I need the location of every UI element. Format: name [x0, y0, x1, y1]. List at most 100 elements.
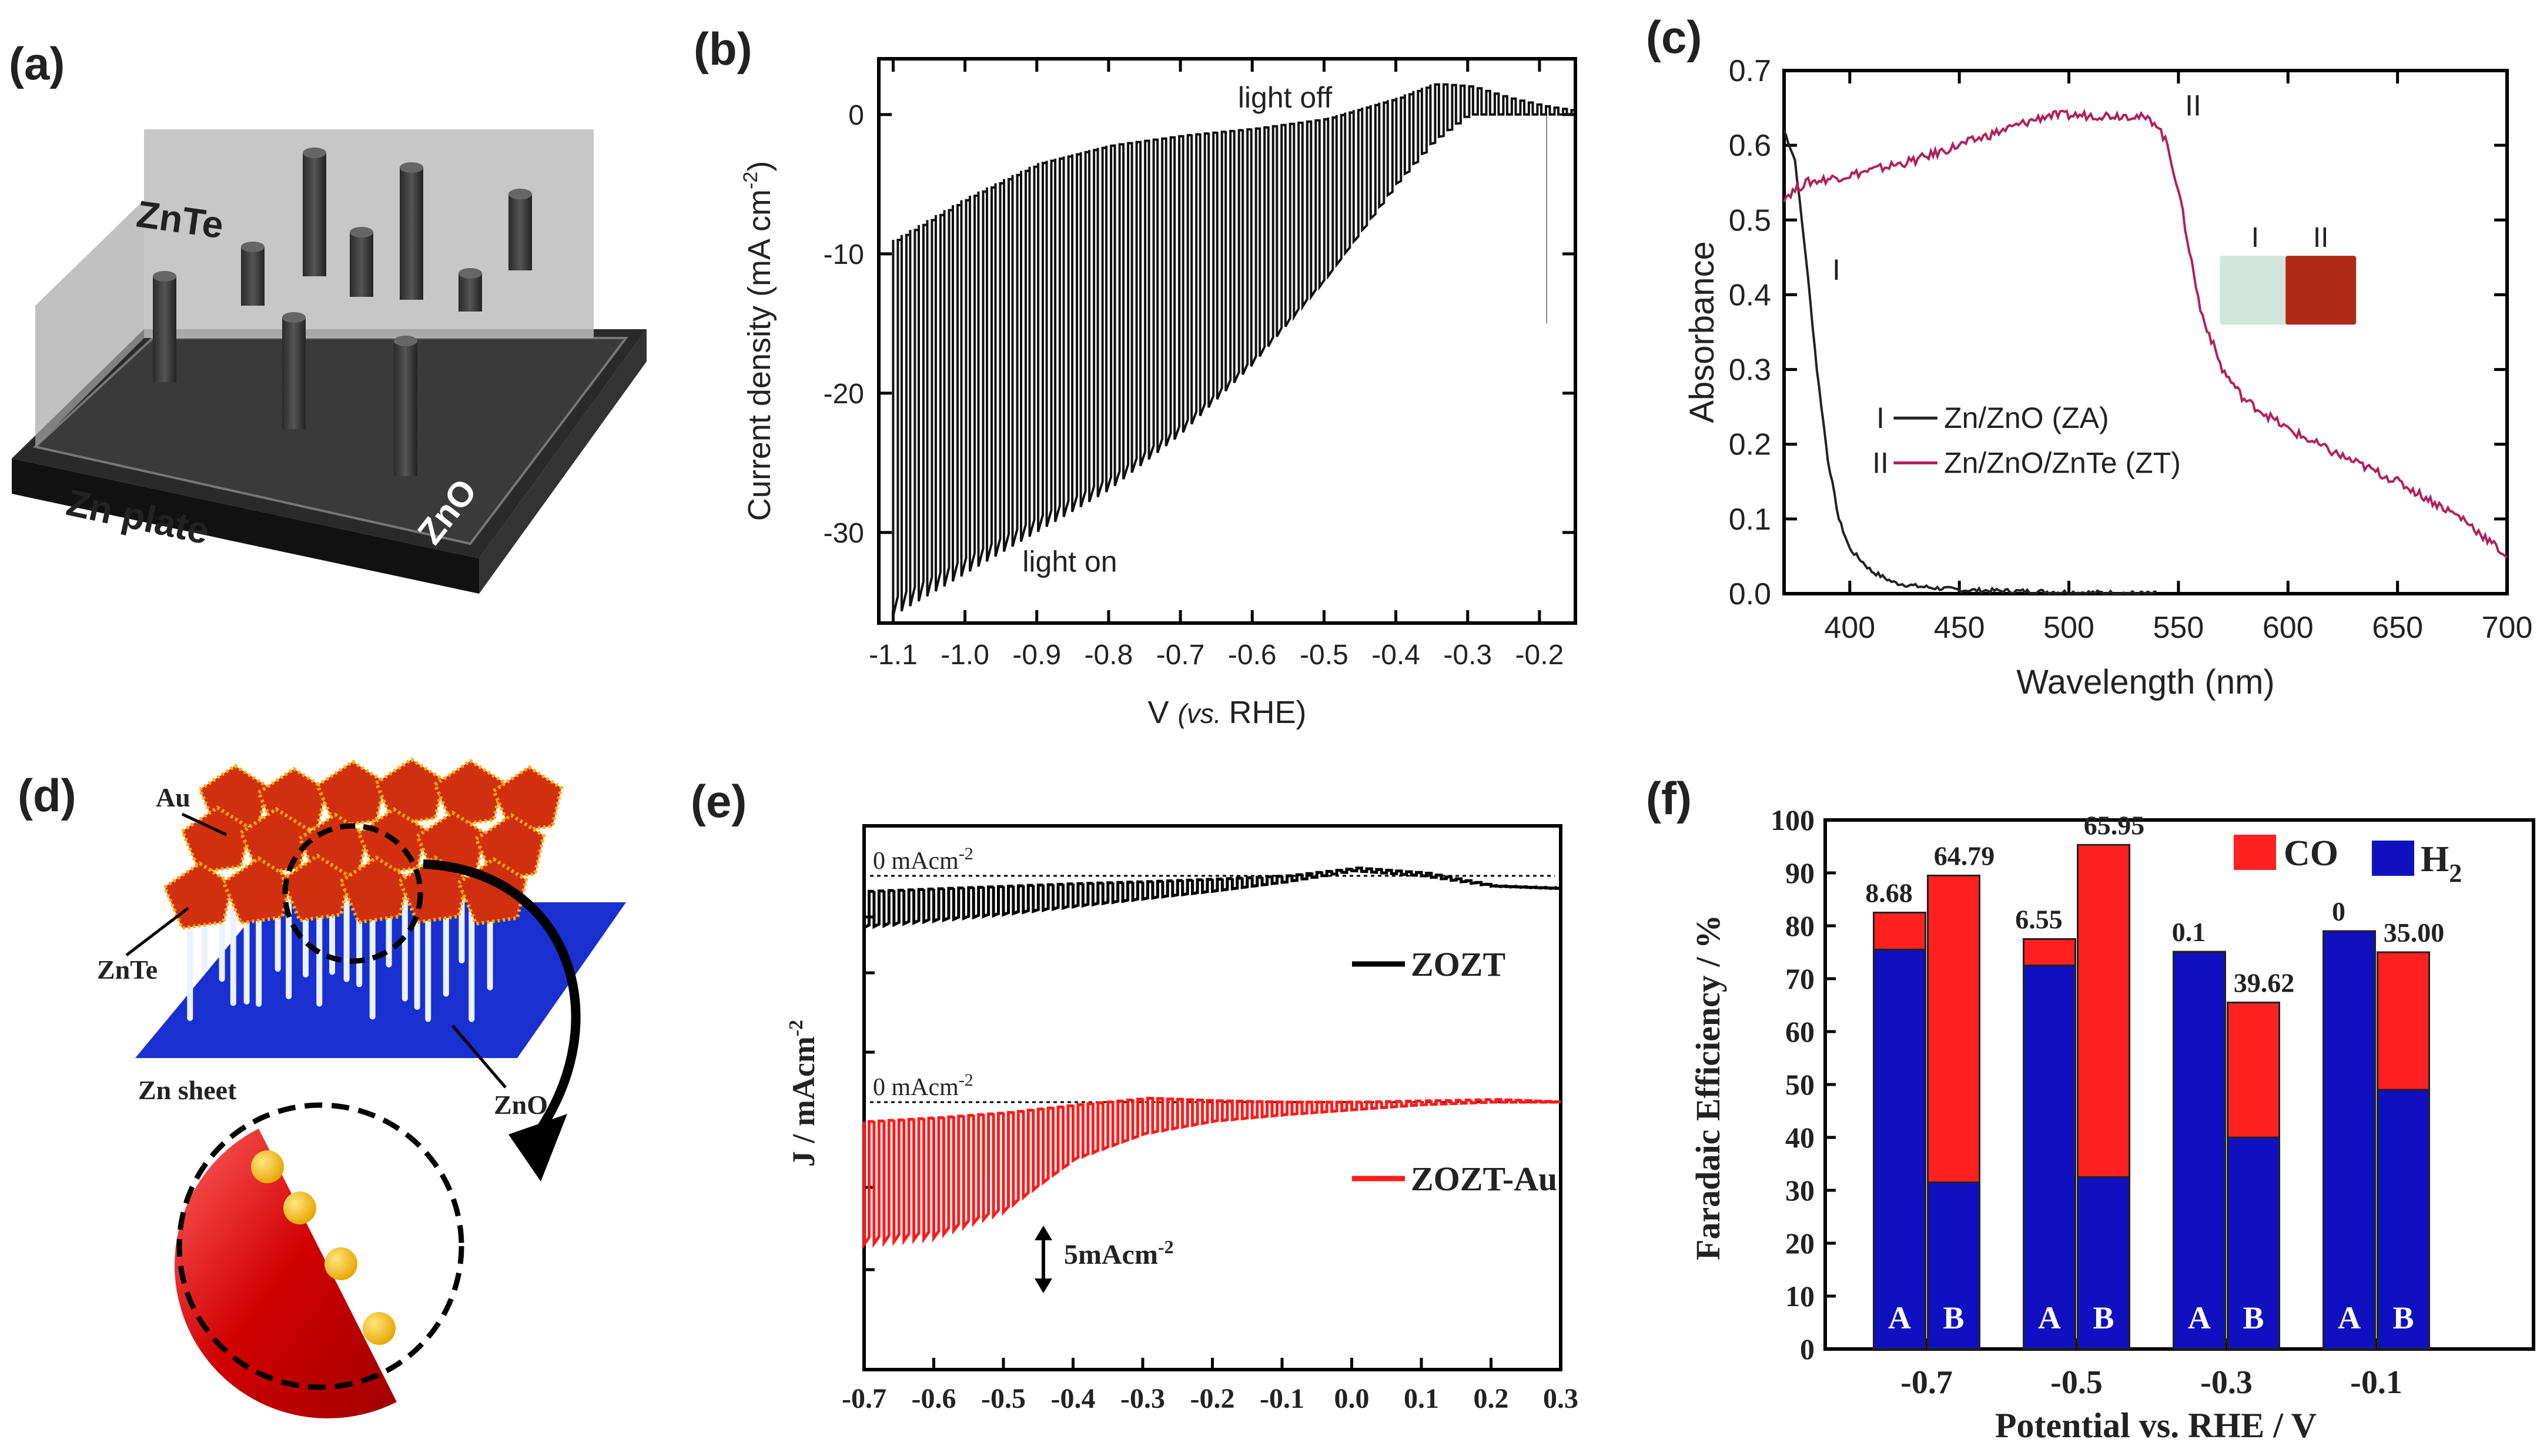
- x-tick-label-c: 500: [2043, 611, 2094, 645]
- series-za: [1783, 130, 2157, 595]
- bar-label-f: B: [2243, 1300, 2264, 1335]
- y-tick-label-c: 0.1: [1729, 503, 1771, 537]
- series-zozt: [862, 866, 1561, 930]
- label-au-d: Au: [156, 782, 190, 812]
- scale-bar-arrow-down: [1035, 1278, 1052, 1293]
- panel-e-chart: -0.7 -0.6 -0.5 -0.4 -0.3 -0.2 -0.1 0.0 0.1 0.2 0.3…: [785, 824, 1578, 1414]
- y-axis-title-b-close: ): [742, 161, 777, 172]
- zoom-circle-large: [176, 1102, 464, 1390]
- au-znte-cubes: [162, 757, 564, 930]
- x-tick-label-b: -0.7: [1156, 640, 1205, 671]
- bar-label-f: A: [2338, 1300, 2361, 1335]
- bar-h2: [2077, 1176, 2130, 1350]
- label-au-leader: [181, 812, 227, 836]
- au-decorated-cube: [221, 856, 293, 925]
- nanorod-cap: [459, 268, 482, 279]
- y-tick-label-f: 0: [1800, 1333, 1815, 1365]
- x-tick-label-e: 0.0: [1334, 1383, 1370, 1414]
- legend-label-h2: H2: [2421, 839, 2462, 888]
- x-tick-label-e: -0.7: [842, 1383, 886, 1414]
- panel-label-a: (a): [9, 38, 65, 89]
- zno-layer: [32, 337, 629, 545]
- x-tick-label-b: -0.2: [1515, 640, 1564, 671]
- x-tick-label-b: -0.9: [1012, 640, 1061, 671]
- bar-value-label-f: 35.00: [2384, 918, 2445, 948]
- x-axis-title-b-suffix: RHE): [1229, 695, 1306, 730]
- bar-h2: [1873, 949, 1926, 1350]
- nanorod: [508, 194, 532, 270]
- series-zt: [1783, 108, 2508, 558]
- panel-c-chart: 400 450 500 550 600 650 700 0.0 0.1 0.2 0.3 0.4 0.5 0…: [1683, 54, 2532, 701]
- au-particle: [251, 1150, 284, 1183]
- category-label-f: -0.3: [2200, 1364, 2253, 1401]
- label-zno-d: ZnO: [494, 1090, 548, 1120]
- y-tick-label-c: 0.7: [1729, 54, 1771, 88]
- legend-swatch-co: [2234, 835, 2276, 870]
- zero-label-sup-e: -2: [959, 844, 973, 863]
- inset-color-chip: [2220, 256, 2291, 325]
- x-tick-label-c: 600: [2263, 611, 2314, 645]
- legend-swatch-h2: [2372, 841, 2414, 876]
- curve-label-i: I: [1832, 253, 1840, 286]
- nanorod: [282, 317, 306, 429]
- x-tick-label-e: -0.2: [1190, 1383, 1235, 1414]
- y-axis-title-b: Current density (mA cm-2): [739, 161, 777, 521]
- scale-label-e: 5mAcm-2: [1064, 1236, 1174, 1270]
- bar-co: [1927, 875, 1980, 1183]
- y-tick-label-f: 20: [1785, 1227, 1815, 1260]
- x-axis-title-b-italic: (vs.: [1178, 698, 1229, 729]
- x-axis-title-f: Potential vs. RHE / V: [1995, 1406, 2317, 1445]
- label-znte-d: ZnTe: [97, 955, 158, 985]
- x-tick-label-e: -0.1: [1260, 1383, 1304, 1414]
- nanorod-cap: [282, 312, 306, 323]
- panel-d-schematic: Au ZnTe Zn sheet ZnO: [97, 757, 626, 1419]
- y-axis-title-c: Absorbance: [1683, 241, 1721, 423]
- y-axis-title-e-sup: -2: [785, 1020, 807, 1036]
- y-tick-label-c: 0.0: [1729, 577, 1771, 611]
- x-tick-label-c: 650: [2372, 611, 2423, 645]
- y-tick-label-b: 0: [848, 100, 864, 131]
- curve-label-ii: II: [2185, 89, 2201, 122]
- plot-frame-b: [877, 57, 1577, 625]
- x-tick-label-e: 0.3: [1543, 1383, 1578, 1414]
- y-axis-title-e: J / mAcm-2: [785, 1020, 821, 1167]
- legend-label-c: Zn/ZnO (ZA): [1944, 401, 2109, 434]
- annotation-light-off: light off: [1238, 81, 1332, 114]
- au-decorated-cube: [315, 759, 387, 829]
- nanorod-cap: [508, 189, 532, 199]
- au-decorated-cube: [491, 765, 564, 834]
- legend-label-c: Zn/ZnO/ZnTe (ZT): [1944, 447, 2181, 480]
- znte-block-front: [35, 200, 144, 447]
- y-tick-label-c: 0.3: [1729, 353, 1771, 387]
- plot-frame-c: [1782, 69, 2509, 595]
- zero-label-e: 0 mAcm-2: [873, 1070, 973, 1101]
- y-tick-label-b: -30: [824, 518, 864, 549]
- zero-label-e: 0 mAcm-2: [873, 844, 973, 875]
- bar-co: [2077, 844, 2130, 1179]
- x-tick-label-b: -0.3: [1443, 640, 1492, 671]
- nanorod-cap: [241, 242, 265, 252]
- category-label-f: -0.5: [2050, 1364, 2103, 1401]
- nanorod: [241, 247, 265, 306]
- x-tick-label-b: -1.0: [941, 640, 989, 671]
- x-axis-title-b: V (vs. RHE): [1148, 695, 1307, 730]
- panel-f-chart: 0102030405060708090100-0.7A8.68B64.79-0.…: [1689, 804, 2535, 1445]
- series-zozt-au: [862, 1096, 1561, 1249]
- nanorod: [394, 341, 417, 476]
- x-tick-label-c: 400: [1824, 611, 1875, 645]
- x-tick-label-b: -0.5: [1300, 640, 1348, 671]
- zero-label-sup-e: -2: [959, 1070, 973, 1090]
- nanorod: [400, 168, 423, 300]
- y-tick-label-c: 0.6: [1729, 129, 1771, 163]
- au-decorated-cube: [180, 805, 252, 875]
- panel-label-b: (b): [694, 23, 752, 75]
- nanorod-cap: [394, 336, 417, 346]
- zn-plate-front: [12, 458, 479, 594]
- annotation-light-on: light on: [1022, 545, 1117, 578]
- bar-value-label-f: 0.1: [2172, 917, 2206, 947]
- y-tick-label-b: -20: [824, 379, 864, 410]
- bar-label-f: B: [2093, 1300, 2114, 1335]
- legend-label-e: ZOZT-Au: [1411, 1160, 1557, 1198]
- x-tick-label-c: 550: [2153, 611, 2204, 645]
